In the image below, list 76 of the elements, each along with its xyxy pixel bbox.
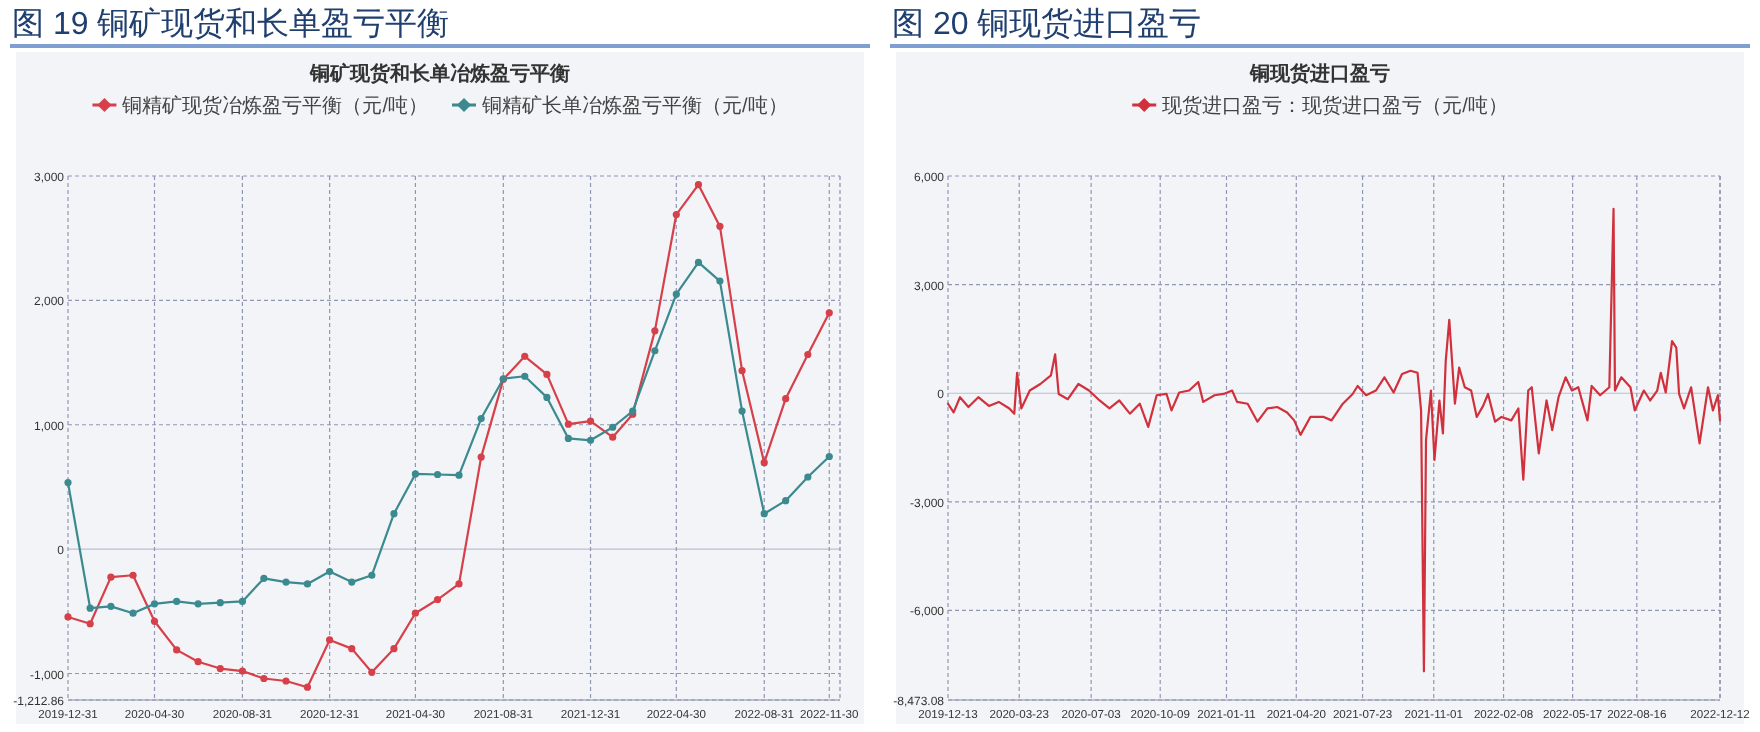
point [609,423,617,431]
point [326,636,334,644]
point [455,580,463,588]
point [260,574,268,582]
point [433,595,442,604]
point [150,617,159,625]
legend-label: 铜精矿长单冶炼盈亏平衡（元/吨） [480,94,788,118]
point [238,667,247,675]
point [64,479,72,487]
point [150,600,159,608]
point [238,597,247,605]
chart-title: 图 20 铜现货进口盈亏 [892,6,1202,42]
point [411,470,419,478]
point [804,473,812,481]
point [194,600,202,608]
point [348,645,356,653]
point [694,258,703,267]
point [564,420,572,428]
point [282,578,290,586]
point [173,646,181,654]
point [390,645,398,653]
point [368,571,376,579]
point [586,417,595,425]
point [738,367,746,375]
point [107,602,115,610]
point [411,609,419,617]
point [760,459,768,467]
point [760,510,768,518]
point [303,683,312,691]
chart-subtitle: 铜现货进口盈亏 [1248,62,1390,86]
point [455,471,463,479]
point [64,613,72,621]
point [107,573,115,581]
point [129,571,137,579]
point [782,395,790,403]
point [216,664,224,673]
point [738,407,746,415]
point [433,470,442,479]
point [129,609,137,617]
point [651,327,659,335]
point [521,372,529,380]
point [173,597,181,605]
point [216,599,224,607]
point [716,222,724,230]
legend-label: 现货进口盈亏：现货进口盈亏（元/吨） [1162,94,1508,118]
point [390,510,398,518]
point [694,181,703,189]
point [86,620,94,628]
point [260,674,268,683]
point [564,434,572,443]
point [804,350,812,359]
point [368,668,376,676]
point [326,567,334,576]
point [282,677,290,685]
point [609,433,617,441]
point [86,604,94,612]
point [825,309,833,317]
point [716,277,724,285]
point [586,436,595,444]
point [348,578,356,586]
chart-title: 图 19 铜矿现货和长单盈亏平衡 [12,6,450,42]
point [521,352,529,360]
point [672,290,680,298]
point [782,497,790,505]
point [543,370,551,378]
legend-label: 铜精矿现货冶炼盈亏平衡（元/吨） [120,94,428,118]
point [825,452,833,461]
line-series [946,207,1722,673]
point [477,414,485,423]
point [303,580,312,588]
point [672,210,680,219]
point [194,658,202,666]
chart-subtitle: 铜矿现货和长单冶炼盈亏平衡 [308,62,570,86]
point [543,393,551,401]
point [651,347,659,355]
point [477,453,485,461]
